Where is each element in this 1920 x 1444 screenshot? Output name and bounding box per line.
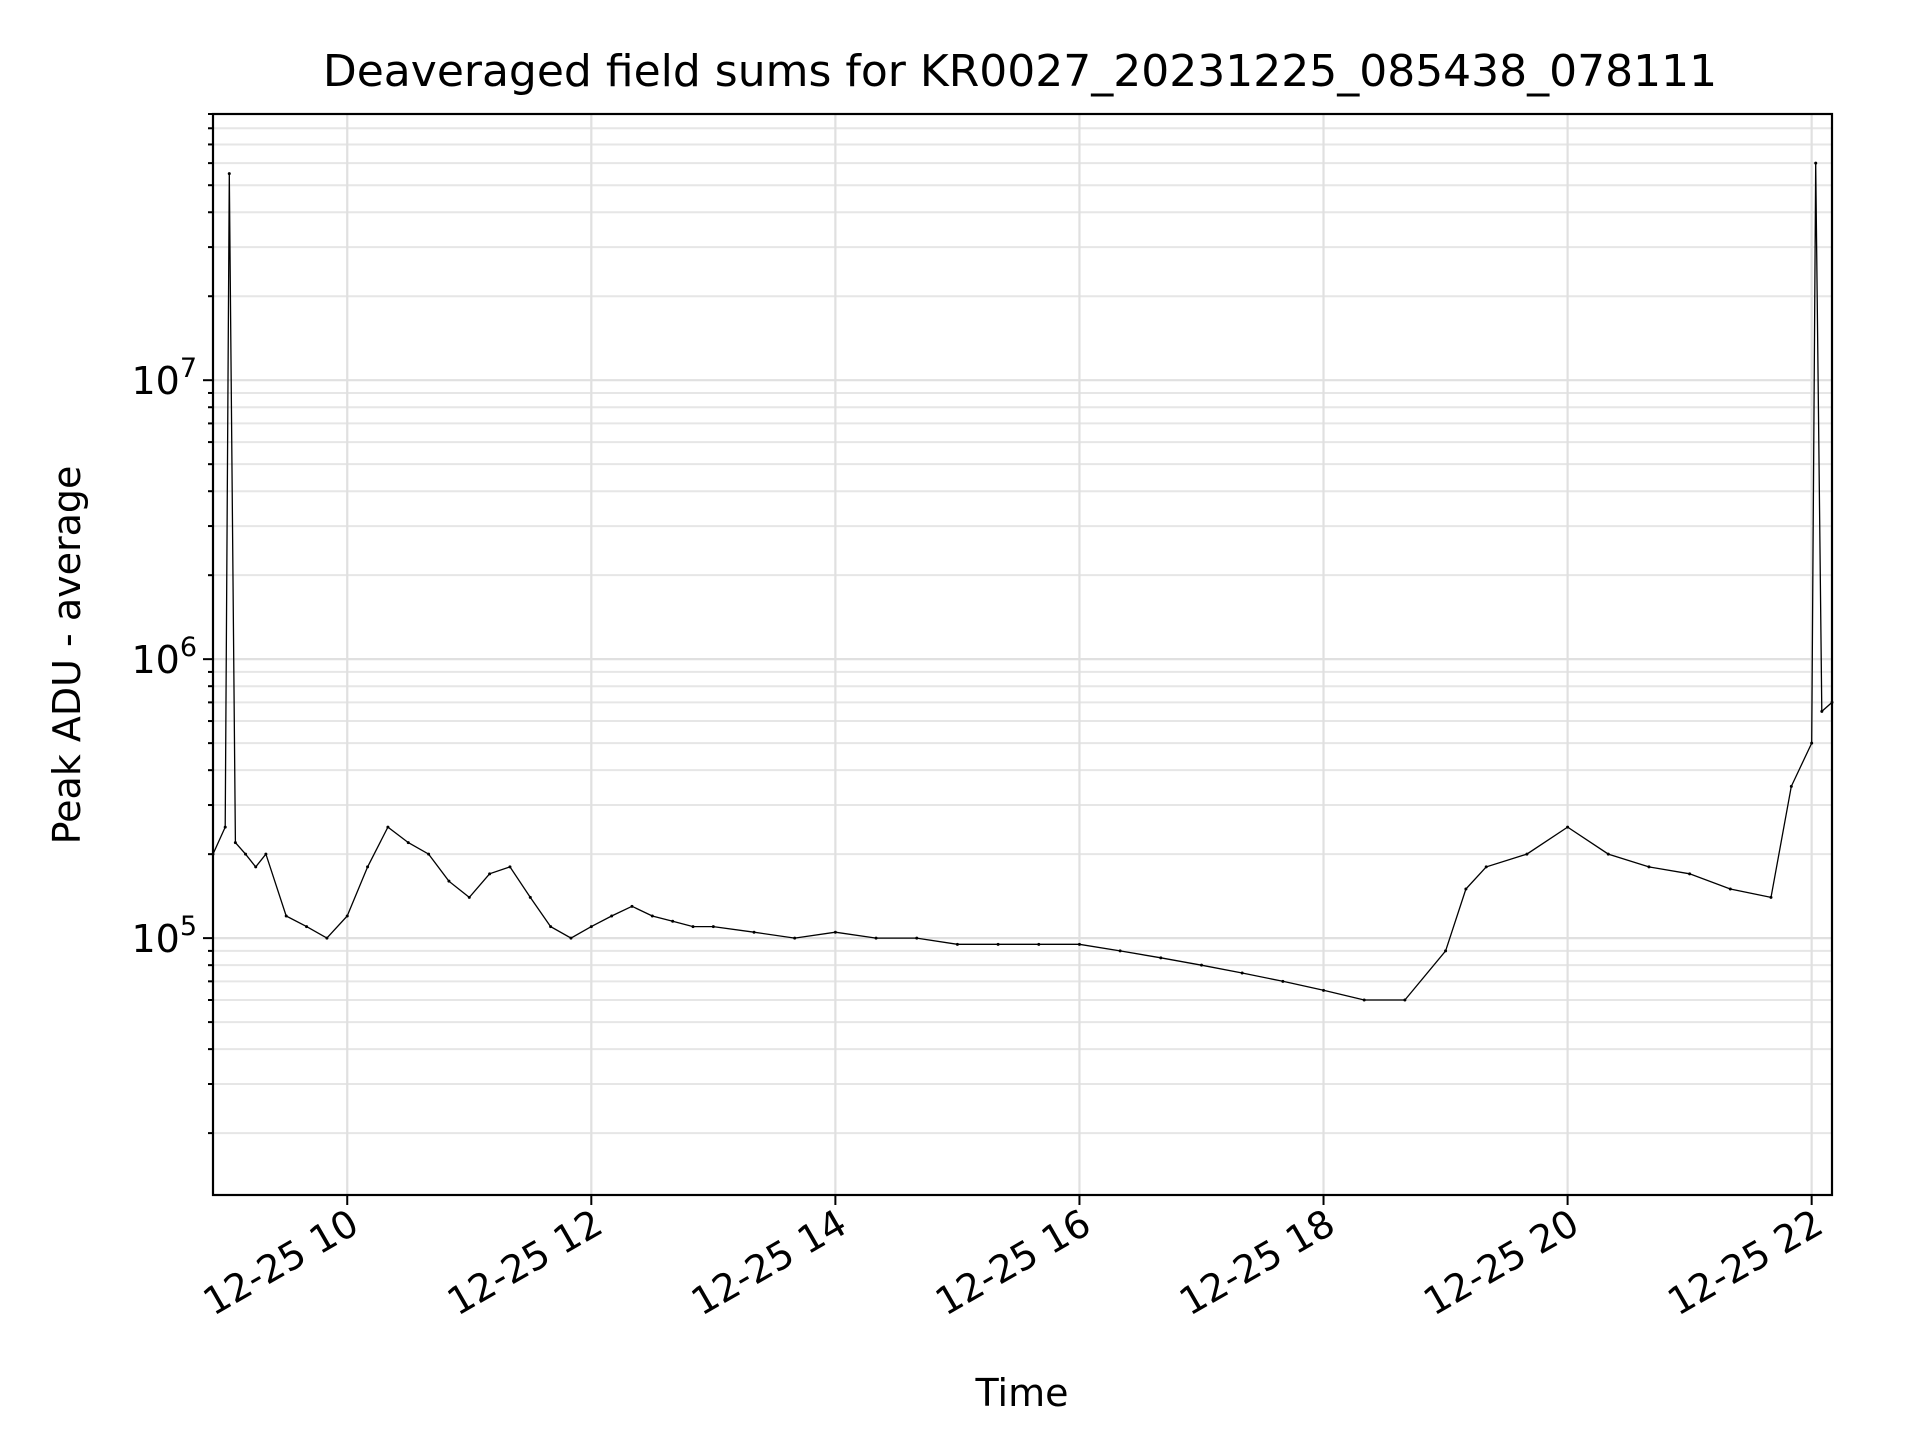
- y-axis-label: Peak ADU - average: [45, 466, 89, 845]
- y-tick-base: 10: [131, 359, 179, 403]
- series-point: [691, 925, 695, 929]
- series-point: [345, 914, 349, 918]
- series-point: [1037, 942, 1041, 946]
- y-tick-label: 106: [131, 632, 197, 682]
- series-point: [874, 936, 878, 940]
- series-point: [1606, 852, 1610, 856]
- series-point: [1362, 998, 1366, 1002]
- series-point: [549, 925, 553, 929]
- series-point: [366, 865, 370, 869]
- y-tick-label: 105: [131, 911, 197, 961]
- plot-frame: [211, 112, 1834, 1197]
- series-point: [711, 925, 715, 929]
- series-point: [447, 879, 451, 883]
- x-axis-label: Time: [975, 1371, 1069, 1415]
- series-point: [508, 865, 512, 869]
- series-point: [305, 925, 309, 929]
- series-point: [1769, 895, 1773, 899]
- series-point: [752, 930, 756, 934]
- series-point: [915, 936, 919, 940]
- series-point: [1810, 741, 1814, 745]
- series-point: [325, 936, 329, 940]
- series-point: [1525, 852, 1529, 856]
- series-point: [955, 942, 959, 946]
- series-point: [1159, 956, 1163, 960]
- series-point: [996, 942, 1000, 946]
- series-point: [833, 930, 837, 934]
- series-point: [233, 841, 237, 845]
- series-point: [1728, 887, 1732, 891]
- series-point: [589, 925, 593, 929]
- series-point: [1820, 709, 1824, 713]
- y-tick-exponent: 7: [180, 353, 197, 384]
- series-point: [1647, 865, 1651, 869]
- y-tick-base: 10: [131, 638, 179, 682]
- series-point: [1484, 865, 1488, 869]
- series-point: [1814, 161, 1818, 165]
- series-point: [427, 852, 431, 856]
- series-point: [610, 914, 614, 918]
- grid-layer: [213, 113, 1832, 1195]
- series-point: [1688, 872, 1692, 876]
- series-point: [793, 936, 797, 940]
- y-tick-exponent: 6: [180, 632, 197, 663]
- series-point: [1789, 784, 1793, 788]
- series-point: [1444, 949, 1448, 953]
- series-point: [1240, 971, 1244, 975]
- chart-title: Deaveraged field sums for KR0027_2023122…: [323, 46, 1717, 97]
- series-point: [1464, 887, 1468, 891]
- series-point: [671, 919, 675, 923]
- series-point: [467, 895, 471, 899]
- series-point: [284, 914, 288, 918]
- series-point: [264, 852, 268, 856]
- series-layer: [211, 161, 1834, 1002]
- series-point: [1281, 979, 1285, 983]
- y-tick-label: 107: [131, 353, 197, 403]
- series-point: [406, 841, 410, 845]
- series-point: [244, 852, 248, 856]
- series-point: [1403, 998, 1407, 1002]
- series-point: [254, 865, 258, 869]
- series-point: [650, 914, 654, 918]
- y-tick-exponent: 5: [180, 911, 197, 942]
- series-point: [569, 936, 573, 940]
- series-point: [386, 825, 390, 829]
- series-point: [1118, 949, 1122, 953]
- series-point: [528, 895, 532, 899]
- y-tick-base: 10: [131, 917, 179, 961]
- series-point: [1322, 988, 1326, 992]
- series-point: [223, 825, 227, 829]
- series-point: [1077, 942, 1081, 946]
- series-point: [488, 872, 492, 876]
- series-point: [227, 172, 231, 176]
- series-point: [1199, 963, 1203, 967]
- series-point: [1566, 825, 1570, 829]
- series-point: [630, 904, 634, 908]
